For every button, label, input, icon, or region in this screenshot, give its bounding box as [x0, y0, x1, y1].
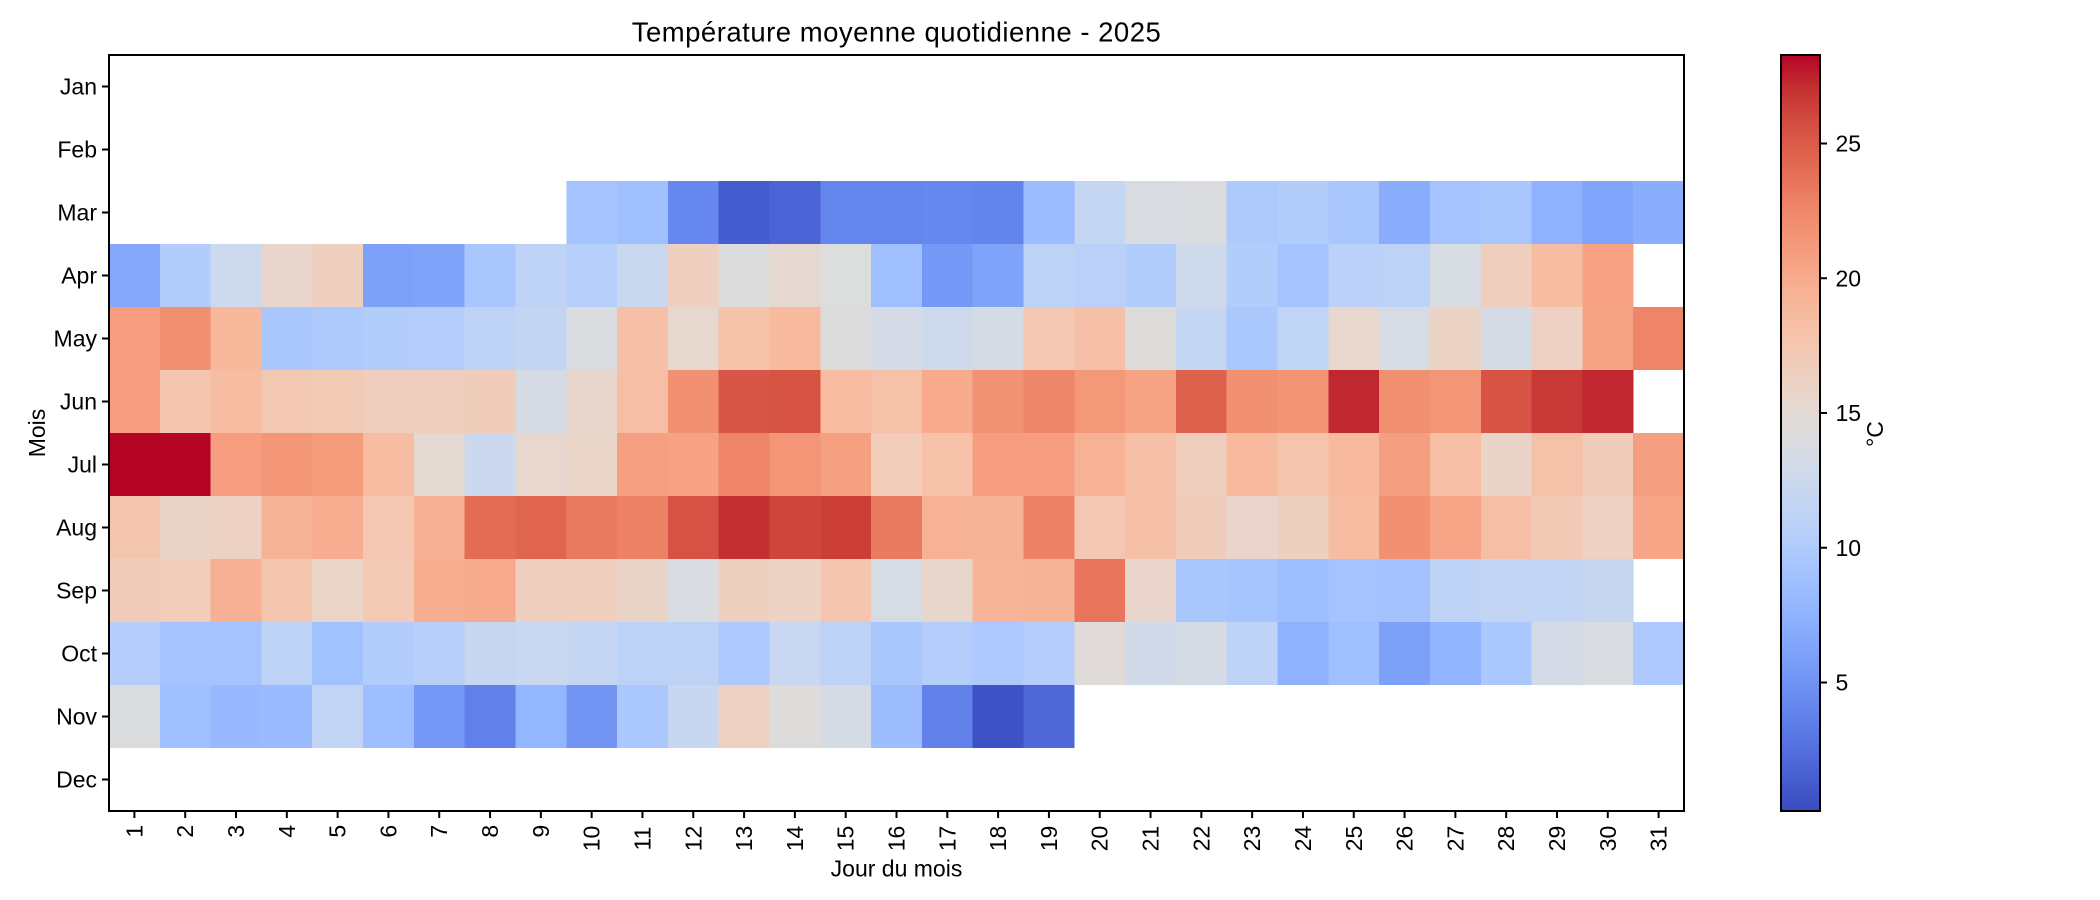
- svg-text:26: 26: [1392, 826, 1418, 852]
- svg-text:1: 1: [121, 825, 147, 838]
- svg-text:Mois: Mois: [24, 409, 50, 458]
- svg-text:20: 20: [1087, 826, 1113, 852]
- svg-text:Feb: Feb: [57, 137, 97, 163]
- svg-text:Jan: Jan: [60, 74, 97, 100]
- svg-text:17: 17: [934, 826, 960, 852]
- svg-text:6: 6: [375, 825, 401, 838]
- svg-text:20: 20: [1836, 265, 1862, 291]
- svg-text:2: 2: [172, 825, 198, 838]
- svg-text:Jun: Jun: [60, 389, 97, 415]
- svg-text:24: 24: [1290, 826, 1316, 852]
- svg-text:30: 30: [1595, 826, 1621, 852]
- svg-text:Dec: Dec: [56, 767, 97, 793]
- svg-text:29: 29: [1544, 826, 1570, 852]
- svg-text:5: 5: [1836, 670, 1849, 696]
- svg-text:May: May: [54, 326, 98, 352]
- svg-text:3: 3: [223, 825, 249, 838]
- svg-text:Mar: Mar: [57, 200, 97, 226]
- svg-text:28: 28: [1493, 826, 1519, 852]
- svg-text:Jul: Jul: [68, 452, 97, 478]
- svg-text:19: 19: [1036, 826, 1062, 852]
- svg-text:4: 4: [274, 825, 300, 838]
- svg-text:31: 31: [1646, 826, 1672, 852]
- svg-text:7: 7: [426, 825, 452, 838]
- svg-text:18: 18: [985, 826, 1011, 852]
- svg-text:27: 27: [1442, 826, 1468, 852]
- svg-text:Nov: Nov: [56, 704, 97, 730]
- svg-text:Sep: Sep: [56, 578, 97, 604]
- svg-text:23: 23: [1239, 826, 1265, 852]
- svg-text:12: 12: [680, 826, 706, 852]
- svg-text:15: 15: [833, 826, 859, 852]
- svg-text:21: 21: [1138, 826, 1164, 852]
- svg-text:Jour du mois: Jour du mois: [831, 856, 963, 882]
- svg-text:Apr: Apr: [61, 263, 97, 289]
- svg-text:Aug: Aug: [56, 515, 97, 541]
- svg-text:25: 25: [1341, 826, 1367, 852]
- svg-text:25: 25: [1836, 131, 1862, 157]
- svg-text:10: 10: [1836, 535, 1862, 561]
- svg-text:16: 16: [884, 826, 910, 852]
- svg-text:14: 14: [782, 826, 808, 852]
- svg-text:8: 8: [477, 825, 503, 838]
- svg-text:11: 11: [629, 827, 655, 851]
- svg-text:10: 10: [579, 826, 605, 852]
- svg-text:Oct: Oct: [61, 641, 97, 667]
- svg-text:15: 15: [1836, 400, 1862, 426]
- svg-text:9: 9: [528, 825, 554, 838]
- svg-text:13: 13: [731, 826, 757, 852]
- svg-text:Température moyenne quotidienn: Température moyenne quotidienne - 2025: [632, 17, 1162, 48]
- svg-text:°C: °C: [1862, 421, 1888, 447]
- svg-text:5: 5: [325, 825, 351, 838]
- svg-text:22: 22: [1188, 826, 1214, 852]
